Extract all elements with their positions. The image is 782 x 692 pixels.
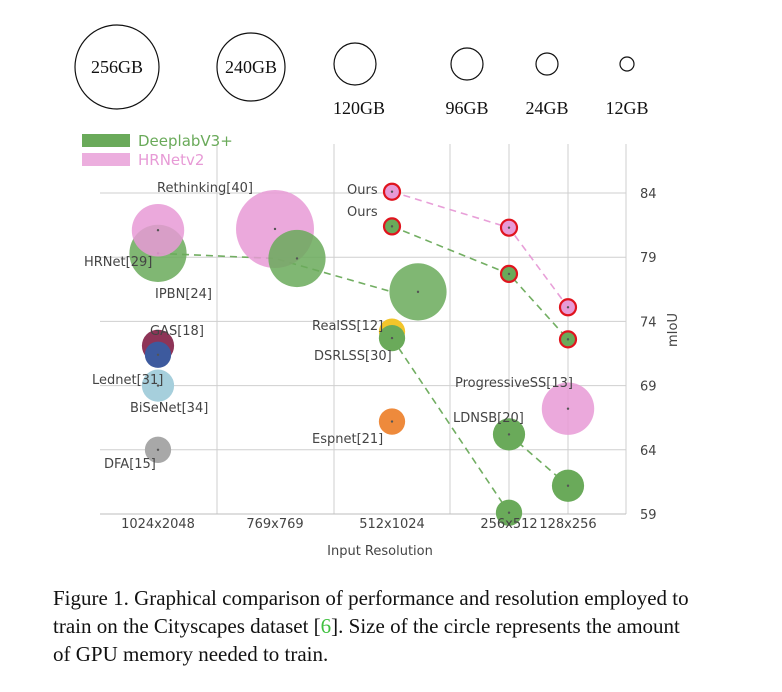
bubble-center-dot — [390, 225, 394, 228]
point-label-gas-18: GAS[18] — [150, 324, 204, 339]
point-label-dfa-15: DFA[15] — [104, 457, 156, 472]
size-legend-label: 240GB — [225, 57, 277, 77]
point-label-lednet-31: Lednet[31] — [92, 373, 163, 388]
x-tick-label: 769x769 — [246, 517, 303, 532]
bubble-center-dot — [156, 229, 160, 232]
point-label-bisenet-34: BiSeNet[34] — [130, 401, 208, 416]
legend-swatch — [82, 134, 130, 147]
bubble-center-dot — [507, 226, 511, 229]
size-legend-circle — [619, 56, 635, 72]
caption-prefix: Figure 1. Graphical comparison of perfor… — [53, 586, 689, 638]
bubble-center-dot — [507, 511, 511, 514]
size-legend-label: 24GB — [525, 98, 568, 118]
size-legend-circle — [74, 24, 160, 110]
bubble-center-dot — [507, 272, 511, 276]
x-tick-label: 128x256 — [539, 517, 596, 532]
bubble-center-dot — [566, 306, 570, 309]
bubble-center-dot — [156, 353, 160, 356]
bubble-center-dot — [566, 407, 570, 410]
size-legend: 256GB 240GB 120GB 96GB 24GB 12GB — [74, 24, 649, 118]
size-legend-circle — [333, 42, 377, 86]
bubble-center-dot — [566, 338, 570, 341]
point-label-rethinking-40: Rethinking[40] — [157, 181, 253, 196]
bubble-center-dot — [507, 433, 511, 436]
point-label-ours: Ours — [347, 205, 378, 220]
size-legend-circle — [535, 52, 559, 76]
point-label-realss-12: RealSS[12] — [312, 319, 383, 334]
x-tick-label: 1024x2048 — [121, 517, 195, 532]
point-label-dsrlss-30: DSRLSS[30] — [314, 349, 392, 364]
bubble-center-dot — [156, 384, 160, 387]
point-label-progressivess-13: ProgressiveSS[13] — [455, 376, 573, 391]
y-tick-label: 79 — [640, 251, 657, 266]
caption-reference: 6 — [320, 614, 332, 638]
point-label-ldnsb-20: LDNSB[20] — [453, 411, 524, 426]
y-tick-label: 84 — [640, 187, 657, 202]
bubble-center-dot — [273, 227, 277, 231]
bubble-center-dot — [295, 257, 299, 260]
bubble-center-dot — [156, 448, 160, 451]
trend-line — [157, 252, 393, 293]
y-tick-label: 74 — [640, 315, 657, 330]
legend-label: HRNetv2 — [138, 151, 204, 169]
bubbles — [129, 182, 595, 526]
legend-swatch — [82, 153, 130, 166]
y-tick-label: 64 — [640, 444, 657, 459]
y-tick-label: 59 — [640, 508, 657, 523]
chart-grid — [100, 144, 627, 515]
point-label-espnet-21: Espnet[21] — [312, 432, 383, 447]
size-legend-circle — [216, 32, 286, 102]
bubble-center-dot — [416, 290, 420, 294]
bubble-center-dot — [390, 190, 394, 193]
color-legend: DeeplabV3+HRNetv2 — [82, 132, 233, 169]
x-tick-label: 512x1024 — [359, 517, 425, 532]
bubble-center-dot — [390, 336, 394, 340]
size-legend-circle — [450, 47, 484, 81]
x-tick-label: 256x512 — [480, 517, 537, 532]
size-legend-label: 256GB — [91, 57, 143, 77]
size-legend-label: 120GB — [333, 98, 385, 118]
y-tick-label: 69 — [640, 380, 657, 395]
point-labels: Rethinking[40] HRNet[29] IPBN[24] GAS[18] Le… — [84, 181, 573, 472]
point-label-ours: Ours — [347, 183, 378, 198]
figure-caption: Figure 1. Graphical comparison of perfor… — [53, 584, 693, 668]
size-legend-label: 12GB — [605, 98, 648, 118]
y-axis-title: mIoU — [666, 313, 681, 347]
axis-labels: 59 64 69 74 79 84 1024x2048 769x769 512x1024 256x… — [121, 187, 681, 559]
bubble-center-dot — [390, 420, 394, 423]
legend-label: DeeplabV3+ — [138, 132, 233, 150]
point-label-hrnet-29: HRNet[29] — [84, 255, 152, 270]
caption-suffix: ]. Size of the circle represents the amo… — [53, 614, 680, 666]
x-axis-title: Input Resolution — [327, 544, 433, 559]
bubble-center-dot — [566, 484, 570, 487]
size-legend-label: 96GB — [445, 98, 488, 118]
bubble-chart: 256GB 240GB 120GB 96GB 24GB 12GB Rethinking[4… — [74, 24, 681, 559]
point-label-ipbn-24: IPBN[24] — [155, 287, 212, 302]
